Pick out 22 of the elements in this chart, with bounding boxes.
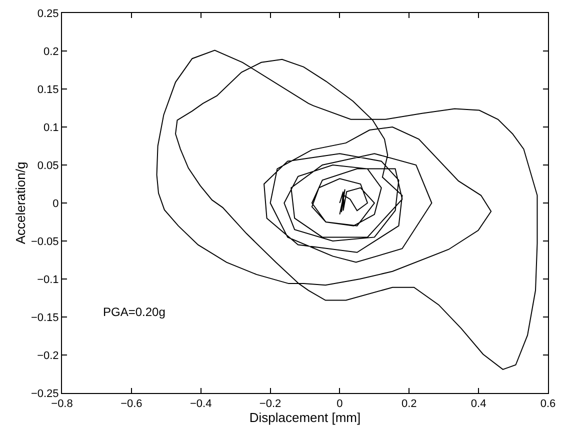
x-tick-label: −0.2 <box>259 398 282 410</box>
y-tick-label: −0.15 <box>30 312 59 324</box>
x-axis-title: Displacement [mm] <box>249 410 361 426</box>
x-tick-label: −0.4 <box>190 398 212 410</box>
y-tick-label: −0.05 <box>30 236 59 248</box>
y-tick-label: 0.15 <box>37 84 59 96</box>
y-tick-label: 0.2 <box>44 46 59 58</box>
y-tick-label: 0.1 <box>44 122 59 134</box>
x-tick-label: −0.8 <box>51 398 73 410</box>
x-tick-label: 0.2 <box>401 398 417 410</box>
x-tick-label: 0.4 <box>470 398 486 410</box>
y-tick-label: 0.05 <box>37 160 59 172</box>
x-tick-label: 0 <box>336 398 343 410</box>
y-tick-label: 0 <box>52 198 59 210</box>
y-tick-label: −0.25 <box>30 388 59 400</box>
y-axis-title: Acceleration/g <box>12 162 28 244</box>
x-tick-label: 0.6 <box>540 398 556 410</box>
y-tick-label: −0.1 <box>37 274 59 286</box>
y-tick-label: 0.25 <box>37 8 59 20</box>
y-tick-label: −0.2 <box>37 350 59 362</box>
x-tick-label: −0.6 <box>120 398 142 410</box>
annotation: PGA=0.20g <box>103 305 166 319</box>
